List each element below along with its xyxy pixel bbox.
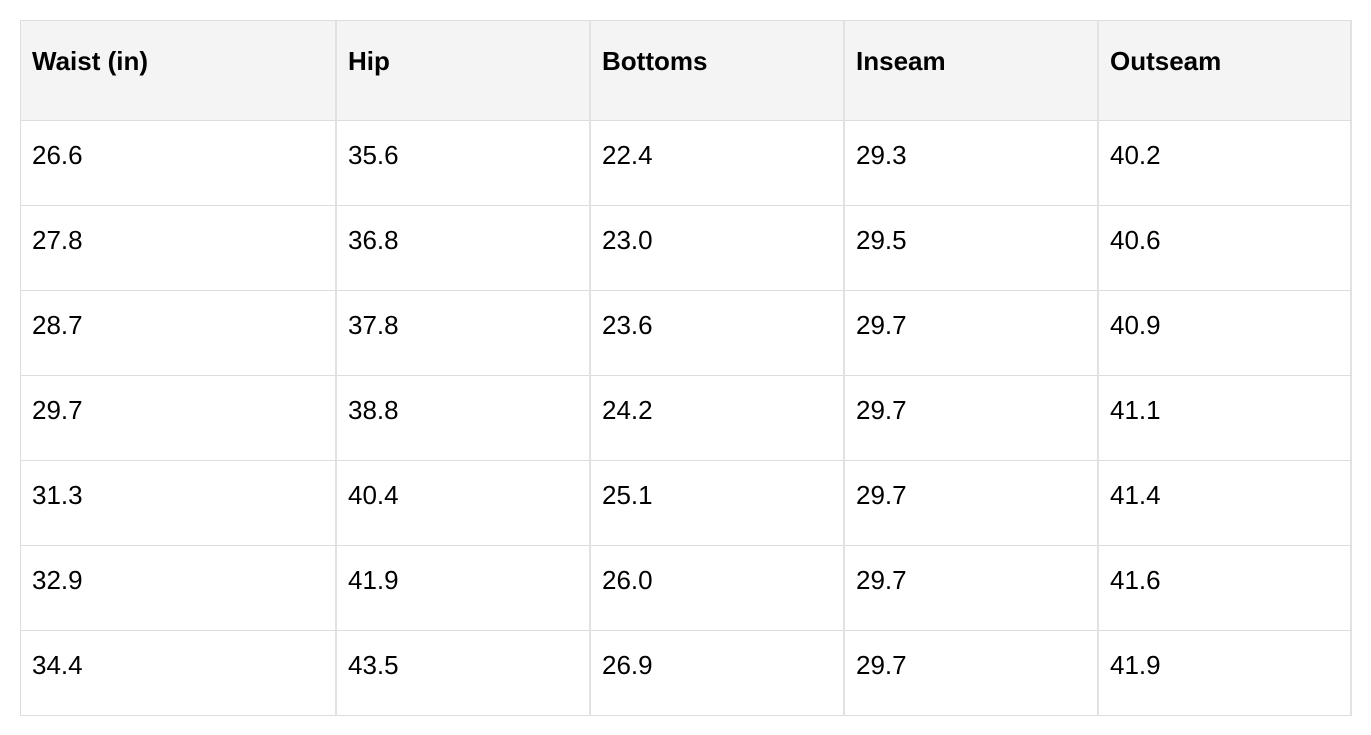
table-cell: 26.0 — [591, 546, 845, 631]
table-cell: 23.6 — [591, 291, 845, 376]
table-cell: 23.0 — [591, 206, 845, 291]
column-header: Inseam — [845, 21, 1099, 121]
table-cell: 31.3 — [21, 461, 337, 546]
table-body: 26.6 35.6 22.4 29.3 40.2 27.8 36.8 23.0 29.5 40.6… — [21, 121, 1352, 716]
column-header: Bottoms — [591, 21, 845, 121]
table-row: 26.6 35.6 22.4 29.3 40.2 — [21, 121, 1352, 206]
table-cell: 25.1 — [591, 461, 845, 546]
table-cell: 22.4 — [591, 121, 845, 206]
table-cell: 40.9 — [1099, 291, 1352, 376]
table-cell: 29.7 — [845, 461, 1099, 546]
table-row: 28.7 37.8 23.6 29.7 40.9 — [21, 291, 1352, 376]
table-cell: 36.8 — [337, 206, 591, 291]
table-cell: 38.8 — [337, 376, 591, 461]
table-cell: 41.6 — [1099, 546, 1352, 631]
table-cell: 40.2 — [1099, 121, 1352, 206]
table-cell: 40.4 — [337, 461, 591, 546]
table-cell: 41.9 — [337, 546, 591, 631]
table-cell: 29.7 — [845, 546, 1099, 631]
column-header: Outseam — [1099, 21, 1352, 121]
table-cell: 24.2 — [591, 376, 845, 461]
table-cell: 41.1 — [1099, 376, 1352, 461]
table-cell: 41.4 — [1099, 461, 1352, 546]
table-cell: 37.8 — [337, 291, 591, 376]
table-row: 31.3 40.4 25.1 29.7 41.4 — [21, 461, 1352, 546]
column-header: Hip — [337, 21, 591, 121]
table-cell: 35.6 — [337, 121, 591, 206]
table-cell: 43.5 — [337, 631, 591, 716]
table-cell: 29.7 — [21, 376, 337, 461]
table-cell: 29.7 — [845, 376, 1099, 461]
table-row: 34.4 43.5 26.9 29.7 41.9 — [21, 631, 1352, 716]
table-row: 27.8 36.8 23.0 29.5 40.6 — [21, 206, 1352, 291]
table-row: 29.7 38.8 24.2 29.7 41.1 — [21, 376, 1352, 461]
size-table: Waist (in) Hip Bottoms Inseam Outseam 26.6 35… — [20, 20, 1352, 716]
header-row: Waist (in) Hip Bottoms Inseam Outseam — [21, 21, 1352, 121]
table-cell: 29.3 — [845, 121, 1099, 206]
table-row: 32.9 41.9 26.0 29.7 41.6 — [21, 546, 1352, 631]
table-cell: 29.5 — [845, 206, 1099, 291]
table-cell: 29.7 — [845, 291, 1099, 376]
table-cell: 28.7 — [21, 291, 337, 376]
table-cell: 41.9 — [1099, 631, 1352, 716]
table-cell: 34.4 — [21, 631, 337, 716]
table-cell: 26.6 — [21, 121, 337, 206]
table-cell: 27.8 — [21, 206, 337, 291]
table-cell: 29.7 — [845, 631, 1099, 716]
table-cell: 26.9 — [591, 631, 845, 716]
table-head: Waist (in) Hip Bottoms Inseam Outseam — [21, 21, 1352, 121]
table-cell: 40.6 — [1099, 206, 1352, 291]
table-cell: 32.9 — [21, 546, 337, 631]
column-header: Waist (in) — [21, 21, 337, 121]
